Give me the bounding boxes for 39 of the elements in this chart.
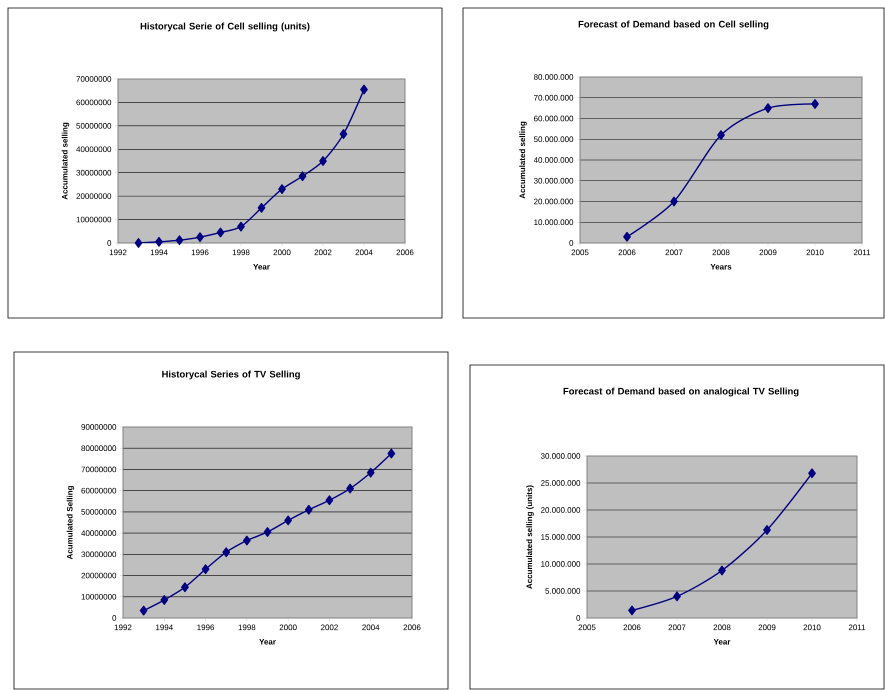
point [176,235,184,246]
point [298,171,306,182]
point [340,129,348,139]
point [264,527,272,537]
point [181,582,189,592]
point [258,202,266,213]
point [237,222,245,232]
point [764,103,772,114]
point [360,84,368,94]
point [366,468,375,478]
point [670,196,678,206]
point [326,495,334,506]
point [673,592,681,602]
point [284,515,292,526]
point [388,448,396,458]
point [628,606,636,616]
point [304,504,313,515]
point [319,156,327,166]
point [202,564,210,574]
point [811,99,819,109]
point [278,184,286,194]
point [346,484,354,494]
point [717,130,725,140]
point [216,228,224,238]
point [243,536,251,546]
chart-title: Forecast of Demand based on analogical TV Selling [564,388,798,396]
point [718,566,726,576]
chart-title: Historycal Serie of Cell selling (units) [140,22,310,32]
point [808,468,816,478]
chart-title: Historycal Series of TV Selling [162,370,300,380]
point [623,232,631,242]
point [140,606,148,616]
point [763,525,771,535]
point [155,236,163,247]
point [222,547,230,558]
point [160,595,168,605]
point [134,238,142,248]
point [196,232,204,242]
chart-title: Forecast of Demand based on Cell selling [578,20,768,30]
